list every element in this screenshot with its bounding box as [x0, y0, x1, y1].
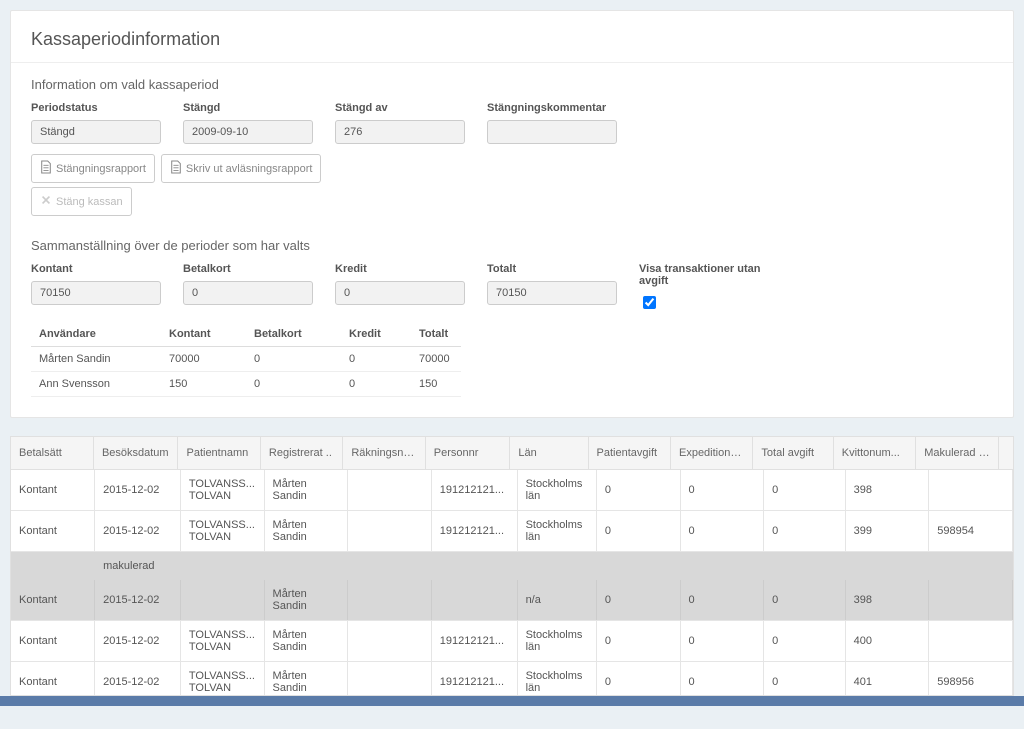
kredit-input — [335, 281, 465, 305]
kredit-label: Kredit — [335, 263, 465, 275]
kontant-label: Kontant — [31, 263, 161, 275]
document-icon — [170, 160, 182, 177]
summary-row: Mårten Sandin700000070000 — [31, 347, 461, 372]
main-panel: Kassaperiodinformation Information om va… — [10, 10, 1014, 418]
tx-th-registrerat[interactable]: Registrerat .. — [260, 437, 342, 470]
tx-th-betalsatt[interactable]: Betalsätt — [11, 437, 93, 470]
panel-title: Kassaperiodinformation — [11, 11, 1013, 63]
summary-th-kontant: Kontant — [161, 322, 246, 347]
summary-th-anvandare: Användare — [31, 322, 161, 347]
tx-th-lan[interactable]: Län — [510, 437, 588, 470]
transactions-panel: Betalsätt Besöksdatum Patientnamn Regist… — [10, 436, 1014, 696]
tx-th-patientavgift[interactable]: Patientavgift — [588, 437, 670, 470]
summary-th-kredit: Kredit — [341, 322, 411, 347]
tx-scroll-area[interactable]: Kontant2015-12-02TOLVANSS... TOLVANMårte… — [11, 470, 1013, 695]
visa-trans-label: Visa transaktioner utan avgift — [639, 263, 789, 287]
summary-th-betalkort: Betalkort — [246, 322, 341, 347]
kontant-input — [31, 281, 161, 305]
document-icon — [40, 160, 52, 177]
visa-trans-checkbox[interactable] — [643, 296, 656, 309]
tx-row[interactable]: Kontant2015-12-02TOLVANSS... TOLVANMårte… — [11, 511, 1013, 552]
totalt-label: Totalt — [487, 263, 617, 275]
tx-th-rakningsnu[interactable]: Räkningsnu... — [343, 437, 425, 470]
tx-row[interactable]: makulerad — [11, 552, 1013, 581]
summary-section: Sammanställning över de perioder som har… — [11, 224, 1013, 397]
info-section-title: Information om vald kassaperiod — [31, 77, 993, 92]
tx-row[interactable]: Kontant2015-12-02TOLVANSS... TOLVANMårte… — [11, 470, 1013, 511]
stangd-input — [183, 120, 313, 144]
summary-table: Användare Kontant Betalkort Kredit Total… — [31, 322, 461, 397]
betalkort-label: Betalkort — [183, 263, 313, 275]
tx-row[interactable]: Kontant2015-12-02TOLVANSS... TOLVANMårte… — [11, 662, 1013, 696]
tx-th-patientnamn[interactable]: Patientnamn — [178, 437, 260, 470]
tx-header-row: Betalsätt Besöksdatum Patientnamn Regist… — [11, 437, 1013, 470]
close-icon — [40, 193, 52, 210]
summary-th-totalt: Totalt — [411, 322, 461, 347]
skriv-ut-button[interactable]: Skriv ut avläsningsrapport — [161, 154, 322, 183]
stangd-av-label: Stängd av — [335, 102, 465, 114]
stangningsrapport-button[interactable]: Stängningsrapport — [31, 154, 155, 183]
tx-th-besoksdatum[interactable]: Besöksdatum — [93, 437, 178, 470]
tx-th-expeditions[interactable]: Expeditions... — [670, 437, 752, 470]
tx-th-total-avgift[interactable]: Total avgift — [753, 437, 833, 470]
footer-bar — [0, 696, 1024, 706]
periodstatus-label: Periodstatus — [31, 102, 161, 114]
tx-th-makulerad[interactable]: Makulerad t... — [916, 437, 998, 470]
tx-row[interactable]: Kontant2015-12-02Mårten Sandinn/a000398 — [11, 580, 1013, 621]
kommentar-label: Stängningskommentar — [487, 102, 617, 114]
periodstatus-input — [31, 120, 161, 144]
stangd-label: Stängd — [183, 102, 313, 114]
stang-kassan-button[interactable]: Stäng kassan — [31, 187, 132, 216]
kommentar-input — [487, 120, 617, 144]
summary-row: Ann Svensson15000150 — [31, 372, 461, 397]
totalt-input — [487, 281, 617, 305]
tx-th-kvittonum[interactable]: Kvittonum... — [833, 437, 915, 470]
summary-section-title: Sammanställning över de perioder som har… — [31, 238, 993, 253]
tx-row[interactable]: Kontant2015-12-02TOLVANSS... TOLVANMårte… — [11, 621, 1013, 662]
tx-th-personnr[interactable]: Personnr — [425, 437, 510, 470]
stangd-av-input — [335, 120, 465, 144]
info-section: Information om vald kassaperiod Periodst… — [11, 63, 1013, 216]
betalkort-input — [183, 281, 313, 305]
